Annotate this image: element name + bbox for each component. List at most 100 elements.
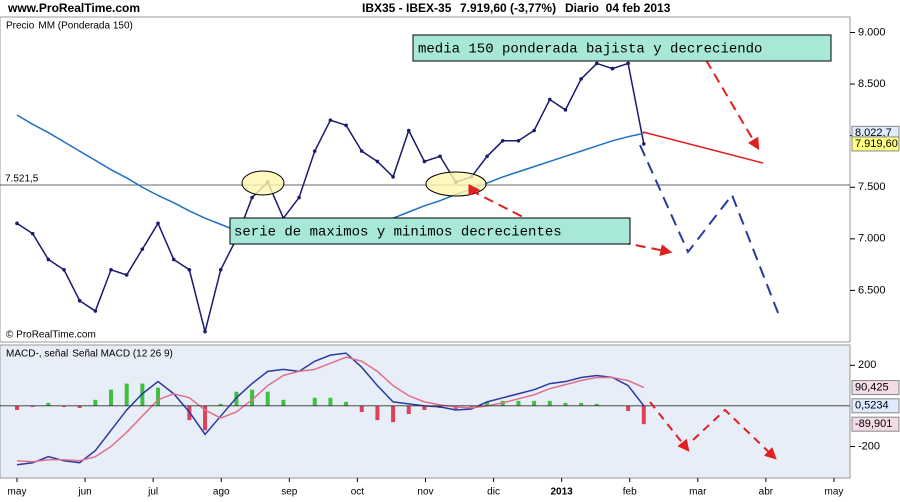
x-tick-label: feb: [623, 487, 637, 498]
histogram-bar: [547, 400, 552, 406]
value-label: 0,5234: [855, 400, 889, 412]
x-tick-label: dic: [487, 487, 500, 498]
price-point: [485, 154, 489, 159]
price-point: [297, 195, 301, 200]
price-point: [77, 298, 82, 303]
histogram-bar: [203, 405, 208, 431]
histogram-bar: [93, 399, 98, 406]
x-tick-label: oct: [351, 487, 365, 498]
price-point: [406, 128, 411, 133]
histogram-bar: [156, 387, 161, 406]
histogram-bar: [250, 389, 255, 406]
price-point: [156, 221, 160, 226]
y-tick-label: 9.000: [858, 26, 886, 38]
copyright: © ProRealTime.com: [6, 330, 96, 341]
price-point: [375, 159, 380, 164]
histogram-bar: [391, 405, 396, 423]
reference-label: 7.521,5: [5, 174, 39, 185]
histogram-bar: [532, 400, 537, 406]
series-line: [16, 356, 645, 463]
price-point: [579, 77, 583, 81]
price-point: [109, 267, 113, 272]
histogram-bar: [422, 405, 427, 410]
y-tick-label: 8.500: [858, 78, 886, 90]
symbol: IBX35 - IBEX-35: [362, 1, 452, 15]
y-tick-label: 200: [858, 359, 876, 371]
y-tick-label: 6.500: [858, 284, 886, 296]
histogram-bar: [516, 400, 521, 406]
legend-entry: MACD-, señal: [6, 349, 68, 360]
histogram-bar: [626, 405, 631, 411]
price-label-box: [851, 136, 900, 152]
price-point: [203, 329, 207, 334]
series-line: [16, 352, 645, 466]
histogram-bar: [344, 401, 349, 406]
histogram-bar: [328, 397, 333, 406]
macd-panel: [0, 344, 851, 479]
price-point: [547, 97, 552, 102]
histogram-bar: [281, 399, 286, 406]
price-point: [187, 267, 192, 272]
price-point: [422, 159, 427, 164]
legend-entry: Precio: [6, 21, 35, 32]
price-panel: [0, 16, 851, 343]
price-point: [15, 221, 19, 226]
histogram-bar: [46, 402, 51, 406]
quote: 7.919,60 (-3,77%): [460, 1, 556, 15]
price-point: [500, 139, 505, 143]
histogram-bar: [77, 405, 82, 408]
price-point: [344, 123, 348, 128]
value-label-box: [851, 398, 900, 414]
price-point: [171, 257, 176, 262]
y-tick-label: 7.500: [858, 181, 886, 193]
histogram-bar: [579, 402, 584, 406]
site: www.ProRealTime.com: [7, 1, 140, 15]
price-point: [626, 61, 630, 66]
x-tick-label: sep: [281, 487, 298, 498]
histogram-bar: [563, 402, 568, 406]
histogram-bar: [62, 405, 67, 407]
price-point: [250, 195, 254, 200]
annotation-shapes: [229, 34, 832, 460]
value-label-box: [851, 416, 900, 432]
x-tick-label: nov: [417, 487, 433, 498]
price-point: [46, 257, 51, 262]
value-label: -89,901: [855, 418, 892, 430]
x-tick-label: abr: [759, 487, 774, 498]
histogram-bar: [15, 405, 19, 410]
x-tick-label: ago: [213, 487, 230, 498]
price-point: [610, 66, 615, 71]
x-tick-label: may: [825, 487, 844, 498]
price-point: [532, 128, 536, 133]
annotation: serie de maximos y minimos decrecientes: [234, 225, 562, 241]
histogram-bar: [312, 397, 317, 406]
x-tick-label: mar: [689, 487, 707, 498]
price-point: [438, 154, 442, 159]
annotation: media 150 ponderada bajista y decreciend…: [418, 42, 762, 58]
histogram-bar: [406, 405, 411, 415]
price-point: [312, 149, 317, 153]
y-tick-label: 7.000: [858, 233, 886, 245]
price-point: [563, 108, 568, 112]
x-tick-label: jun: [77, 487, 91, 498]
price-point: [359, 149, 364, 153]
value-label: 90,425: [855, 381, 889, 393]
legend-entry: MM (Ponderada 150): [38, 21, 133, 32]
price-point: [124, 273, 129, 277]
price-point: [62, 267, 66, 272]
histogram-bar: [469, 405, 474, 407]
price-label: 7.919,60: [855, 138, 898, 150]
y-tick-label: -200: [858, 440, 880, 452]
price-point: [140, 247, 145, 251]
histogram-bar: [124, 383, 129, 406]
price-point: [93, 309, 98, 313]
histogram-bar: [30, 405, 35, 407]
histogram-bar: [485, 401, 490, 406]
histogram-bar: [359, 405, 364, 413]
x-tick-label: 2013: [551, 487, 574, 498]
x-tick-label: may: [8, 487, 27, 498]
price-point: [328, 118, 333, 122]
histogram-bar: [375, 405, 380, 421]
histogram-bar: [218, 403, 223, 406]
